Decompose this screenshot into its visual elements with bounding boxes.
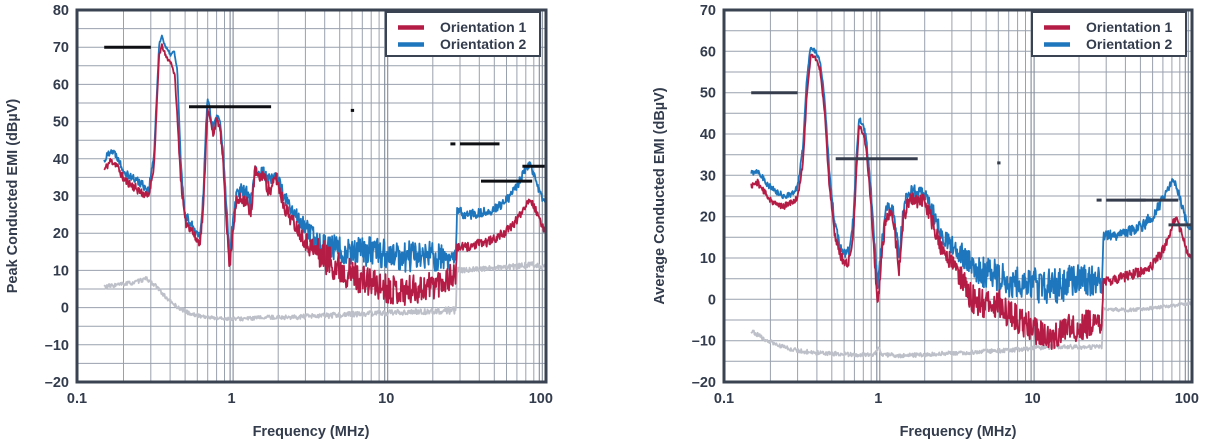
y-tick-label: 20 (700, 210, 716, 226)
y-tick-label: 0 (708, 292, 716, 308)
plot-frame (75, 8, 548, 384)
plot-frame (722, 8, 1194, 384)
legend-box (1031, 11, 1187, 57)
y-tick-label: 60 (53, 77, 69, 93)
y-tick-label: 70 (700, 3, 716, 19)
y-tick-label: 30 (53, 189, 69, 205)
y-tick-label: –20 (692, 375, 716, 391)
legend-label-orientation-2: Orientation 2 (1086, 36, 1173, 52)
y-tick-label: 60 (700, 44, 716, 60)
legend-label-orientation-1: Orientation 1 (1086, 19, 1173, 35)
y-tick-label: –10 (45, 338, 69, 354)
y-tick-label: 10 (53, 263, 69, 279)
legend-label-orientation-2: Orientation 2 (440, 36, 527, 52)
x-tick-label: 100 (529, 391, 553, 407)
x-tick-label: 0.1 (67, 391, 87, 407)
y-tick-label: 20 (53, 226, 69, 242)
legend-box (385, 11, 541, 57)
x-tick-label: 100 (1175, 391, 1199, 407)
y-tick-label: 70 (53, 40, 69, 56)
x-axis-title: Frequency (MHz) (253, 424, 370, 440)
y-tick-label: –20 (45, 375, 69, 391)
x-axis-title: Frequency (MHz) (900, 424, 1017, 440)
y-tick-label: 0 (61, 301, 69, 317)
grid (724, 10, 1192, 382)
x-tick-label: 0.1 (714, 391, 734, 407)
y-tick-label: 50 (53, 115, 69, 131)
emi-trace-orientation-2 (750, 46, 1193, 304)
legend: Orientation 1 Orientation 2 (385, 11, 541, 57)
x-tick-label: 1 (874, 391, 882, 407)
traces (103, 34, 547, 322)
x-tick-label: 10 (378, 391, 394, 407)
emi-trace-orientation-1 (103, 43, 547, 306)
y-tick-label: 10 (700, 251, 716, 267)
y-tick-label: 80 (53, 3, 69, 19)
traces (750, 46, 1193, 359)
y-axis-title: Average Conducted EMI (dBµV) (652, 87, 668, 304)
y-tick-label: 40 (53, 152, 69, 168)
emi-trace-orientation-1 (750, 53, 1193, 350)
x-tick-label: 10 (1025, 391, 1041, 407)
y-tick-label: 30 (700, 168, 716, 184)
emi-trace-noise-floor (750, 301, 1193, 359)
emi-limit-lines (104, 45, 546, 183)
y-tick-label: –10 (692, 334, 716, 350)
x-tick-label: 1 (228, 391, 236, 407)
legend: Orientation 1 Orientation 2 (1031, 11, 1187, 57)
emi-limit-lines (751, 91, 1192, 227)
emi-trace-orientation-2 (103, 34, 547, 273)
y-tick-label: 40 (700, 127, 716, 143)
emi-trace-noise-floor (103, 261, 547, 322)
y-tick-label: 50 (700, 86, 716, 102)
legend-label-orientation-1: Orientation 1 (440, 19, 527, 35)
y-axis-title: Peak Conducted EMI (dBµV) (5, 99, 21, 294)
